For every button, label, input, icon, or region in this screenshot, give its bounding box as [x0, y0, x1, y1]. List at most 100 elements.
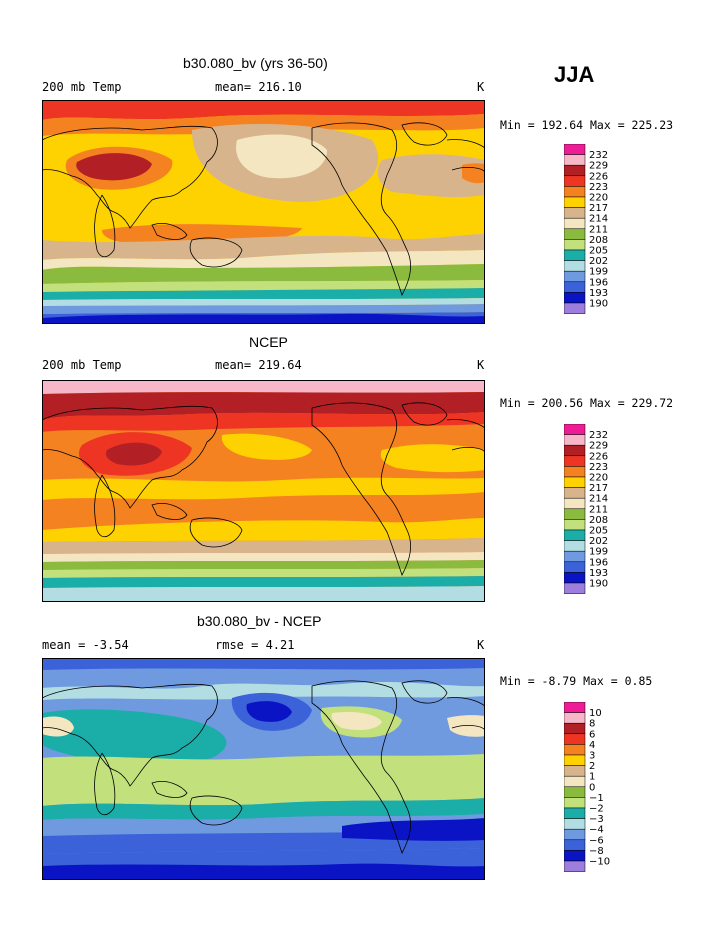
colorbar-swatch [564, 302, 586, 314]
colorbar-swatch [564, 839, 586, 851]
colorbar-tick-label: 196 [589, 557, 608, 568]
colorbar-swatch [564, 196, 586, 208]
colorbar-tick-label: 4 [589, 740, 595, 751]
colorbar-tick-label: 232 [589, 150, 608, 161]
colorbar-tick-label: 8 [589, 719, 595, 730]
colorbar-swatch [564, 154, 586, 166]
colorbar-tick-label: 10 [589, 708, 602, 719]
colorbar-tick-label: 220 [589, 473, 608, 484]
colorbar-swatch [564, 540, 586, 552]
mean-label: mean = -3.54 [42, 638, 129, 652]
colorbar-tick-label: 211 [589, 504, 608, 515]
colorbar-tick-label: 232 [589, 430, 608, 441]
colorbar-swatch [564, 733, 586, 745]
colorbar-tick-label: 202 [589, 256, 608, 267]
colorbar-tick-label: 3 [589, 751, 595, 762]
colorbar-tick-label: 208 [589, 235, 608, 246]
colorbar-swatch [564, 807, 586, 819]
colorbar-swatch [564, 497, 586, 510]
colorbar-tick-label: −8 [589, 846, 604, 857]
colorbar-tick-label: 190 [589, 299, 608, 310]
colorbar-tick-label: 208 [589, 515, 608, 526]
map-frame [42, 380, 485, 602]
colorbar-swatch [564, 508, 586, 520]
colorbar-tick-label: 196 [589, 277, 608, 288]
colorbar-tick-label: 214 [589, 494, 608, 505]
colorbar-swatch [564, 207, 586, 219]
colorbar-swatch [564, 754, 586, 766]
min-max-label: Min = 192.64 Max = 225.23 [500, 118, 674, 132]
colorbar-tick-label: 0 [589, 782, 595, 793]
colorbar-swatch [564, 292, 586, 304]
season-label: JJA [554, 62, 595, 87]
map-panel-obs [42, 380, 485, 602]
mean-label: mean= 219.64 [215, 358, 302, 372]
colorbar-swatch [564, 175, 586, 187]
colorbar-tick-label: 205 [589, 526, 608, 537]
colorbar-tick-label: −10 [589, 857, 610, 868]
colorbar-tick-label: 226 [589, 451, 608, 462]
units-label: K [477, 358, 485, 372]
map-panel-diff [42, 658, 485, 880]
colorbar-swatch [564, 434, 586, 446]
units-label: K [477, 638, 485, 652]
colorbar-tick-label: 199 [589, 547, 608, 558]
colorbar-swatch [564, 455, 586, 467]
colorbar-tick-label: 199 [589, 267, 608, 278]
colorbar-swatch [564, 818, 586, 830]
colorbar-obs: 2322292262232202172142112082052021991961… [564, 424, 608, 594]
colorbar-model: 2322292262232202172142112082052021991961… [564, 144, 608, 314]
map-panel-model [42, 100, 485, 324]
colorbar-tick-label: 226 [589, 171, 608, 182]
colorbar-swatch [564, 476, 586, 488]
colorbar-swatch [564, 281, 586, 293]
colorbar-swatch [564, 228, 586, 240]
colorbar-swatch [564, 249, 586, 261]
colorbar-swatch [564, 260, 586, 272]
colorbar-tick-label: 223 [589, 462, 608, 473]
colorbar-tick-label: 214 [589, 214, 608, 225]
colorbar-swatch [564, 828, 586, 841]
colorbar-swatch [564, 744, 586, 756]
colorbar-tick-label: −3 [589, 814, 604, 825]
colorbar-swatch [564, 217, 586, 230]
colorbar-swatch [564, 786, 586, 798]
colorbar-swatch [564, 239, 586, 251]
colorbar-swatch [564, 519, 586, 531]
min-max-label: Min = -8.79 Max = 0.85 [500, 674, 653, 688]
colorbar-swatch [564, 144, 586, 155]
map-frame [42, 100, 485, 324]
colorbar-tick-label: −2 [589, 804, 604, 815]
colorbar-tick-label: 190 [589, 579, 608, 590]
colorbar-swatch [564, 582, 586, 594]
colorbar-swatch [564, 466, 586, 478]
colorbar-swatch [564, 722, 586, 735]
colorbar-swatch [564, 550, 586, 563]
colorbar-swatch [564, 775, 586, 788]
colorbar-tick-label: 2 [589, 761, 595, 772]
colorbar-tick-label: 229 [589, 161, 608, 172]
panel-title: b30.080_bv - NCEP [197, 613, 322, 629]
colorbar-tick-label: 205 [589, 246, 608, 257]
min-max-label: Min = 200.56 Max = 229.72 [500, 396, 674, 410]
colorbar-tick-label: 6 [589, 729, 595, 740]
colorbar-tick-label: 211 [589, 224, 608, 235]
colorbar-swatch [564, 529, 586, 541]
colorbar-tick-label: 223 [589, 182, 608, 193]
colorbar-swatch [564, 164, 586, 177]
colorbar-swatch [564, 487, 586, 499]
variable-label: 200 mb Temp [42, 80, 122, 94]
colorbar-swatch [564, 860, 586, 872]
colorbar-swatch [564, 850, 586, 862]
mean-label: mean= 216.10 [215, 80, 302, 94]
colorbar-swatch [564, 424, 586, 435]
colorbar-swatch [564, 702, 586, 713]
panel-title: NCEP [249, 334, 288, 350]
colorbar-swatch [564, 561, 586, 573]
colorbar-tick-label: 229 [589, 441, 608, 452]
colorbar-tick-label: 193 [589, 568, 608, 579]
map-frame [42, 658, 485, 880]
units-label: K [477, 80, 485, 94]
panel-title: b30.080_bv (yrs 36-50) [183, 55, 328, 71]
